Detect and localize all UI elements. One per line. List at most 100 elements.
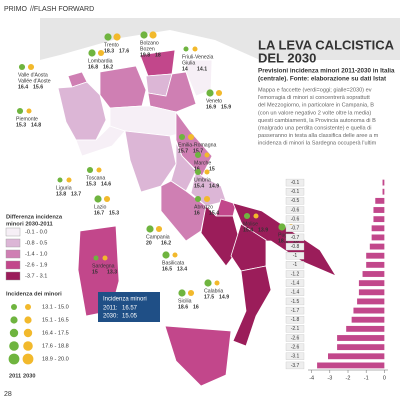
face-2011 <box>86 166 94 174</box>
legend-year: 2030 <box>23 373 35 379</box>
face-2011 <box>194 168 202 176</box>
value-2030: 14.6 <box>101 181 111 187</box>
value-2030: 16.2 <box>161 240 171 246</box>
label-box <box>285 279 305 287</box>
value-label: -0.7 <box>291 235 300 241</box>
value-label: -0.5 <box>291 198 300 204</box>
region-name: Vallée d'Aoste <box>18 78 51 84</box>
region-name: Molise <box>243 221 258 227</box>
bar <box>375 197 385 204</box>
value-2011: 13.8 <box>56 191 66 197</box>
subtitle: Previsioni incidenza minori 2011-2030 in… <box>258 68 395 75</box>
face-2030 <box>214 280 220 286</box>
face-2011 <box>194 195 202 203</box>
region-name: Puglia <box>278 232 293 238</box>
face-2030 <box>26 108 32 114</box>
face-2030 <box>203 195 211 203</box>
region-name: Toscana <box>86 175 105 181</box>
label-box <box>285 325 305 333</box>
value-label: -2.1 <box>291 326 300 332</box>
face-2030 <box>172 252 178 258</box>
face-2011 <box>93 255 99 261</box>
bar <box>358 289 385 296</box>
x-tick-label: -3 <box>327 375 332 381</box>
region-name: Bozen <box>140 46 155 52</box>
label-box <box>285 197 305 205</box>
subtitle: (centrale). Fonte: elaborazione su dati … <box>258 76 387 83</box>
value-2030: 16 <box>293 238 299 244</box>
value-2011: 18.6 <box>178 304 188 310</box>
face-2011 <box>178 133 186 141</box>
value-label: -1.8 <box>291 317 300 323</box>
face-2011 <box>183 46 189 52</box>
value-2030: 15.7 <box>193 148 203 154</box>
region-name: Veneto <box>206 98 222 104</box>
region-name: Sardegna <box>92 263 115 269</box>
value-2030: 15.6 <box>33 84 43 90</box>
label-box <box>285 224 305 232</box>
title: DEL 2030 <box>258 50 316 65</box>
infobox-label: 2030: <box>103 314 118 320</box>
label-box <box>285 343 305 351</box>
value-2011: 15.3 <box>16 122 26 128</box>
region-name: Trento <box>104 42 119 48</box>
legend-swatch <box>5 271 21 281</box>
region-name: Abruzzo <box>194 204 213 210</box>
bar <box>337 335 385 341</box>
value-label: -1.4 <box>291 280 300 286</box>
legend-face <box>9 341 19 351</box>
x-tick-label: -1 <box>364 375 369 381</box>
legend-face <box>25 304 31 310</box>
value-2011: 16.5 <box>162 266 172 272</box>
value-2030: 13.4 <box>177 266 187 272</box>
infobox-title: Incidenza minori <box>103 297 147 303</box>
value-2030: 16 <box>193 304 199 310</box>
bar <box>328 353 385 360</box>
value-2011: 18.3 <box>104 48 114 54</box>
legend-label: 18.9 - 20.0 <box>42 356 69 362</box>
value-label: -0.6 <box>291 216 300 222</box>
body-line: passeranno in testa alla classifica dell… <box>258 133 379 139</box>
value-2030: 13.7 <box>71 191 81 197</box>
value-2030: 15.9 <box>221 104 231 110</box>
legend-swatch <box>5 260 21 270</box>
region-name: Campania <box>146 234 170 240</box>
infobox <box>98 292 160 322</box>
legend-label: -3.7 - 3.1 <box>25 273 47 279</box>
bar <box>362 271 385 277</box>
section: PRIMO <box>4 6 28 13</box>
bar <box>358 280 385 287</box>
value-2030: 16.2 <box>103 64 113 70</box>
face-2011 <box>278 223 286 231</box>
region-name: Marche <box>194 160 211 166</box>
legend-face <box>10 316 18 324</box>
region-name: Umbria <box>194 177 211 183</box>
value-label: -0.7 <box>291 226 300 232</box>
label-box <box>285 352 305 360</box>
value-2011: 16.4 <box>18 84 28 90</box>
face-2011 <box>162 251 170 259</box>
bar <box>337 344 385 351</box>
bar <box>369 243 385 250</box>
value-label: -0.6 <box>291 207 300 213</box>
region-name: Lombardia <box>88 58 113 64</box>
region-name: Bolzano <box>140 40 159 46</box>
x-tick-label: 0 <box>383 375 386 381</box>
region-name: Valle d'Aosta <box>18 72 48 78</box>
region-name: Basilicata <box>162 260 184 266</box>
legend-title: minori 2030-2011 <box>6 222 54 228</box>
face-2030 <box>253 213 259 219</box>
face-2011 <box>18 63 26 71</box>
face-2030 <box>97 49 105 57</box>
legend-label: -2.6 - 1.9 <box>25 262 47 268</box>
body-line: (con un valore negativo 2 volte oltre la… <box>258 110 371 116</box>
value-label: -0.1 <box>291 180 300 186</box>
body-text: Mappa e faccette (verdi=oggi; gialle=203… <box>258 87 379 146</box>
value-2030: 18 <box>155 52 161 58</box>
label-box <box>285 252 305 260</box>
value-2011: 15 <box>92 269 98 275</box>
label-box <box>285 242 305 251</box>
value-label: -2.6 <box>291 335 300 341</box>
face-2030 <box>192 46 198 52</box>
